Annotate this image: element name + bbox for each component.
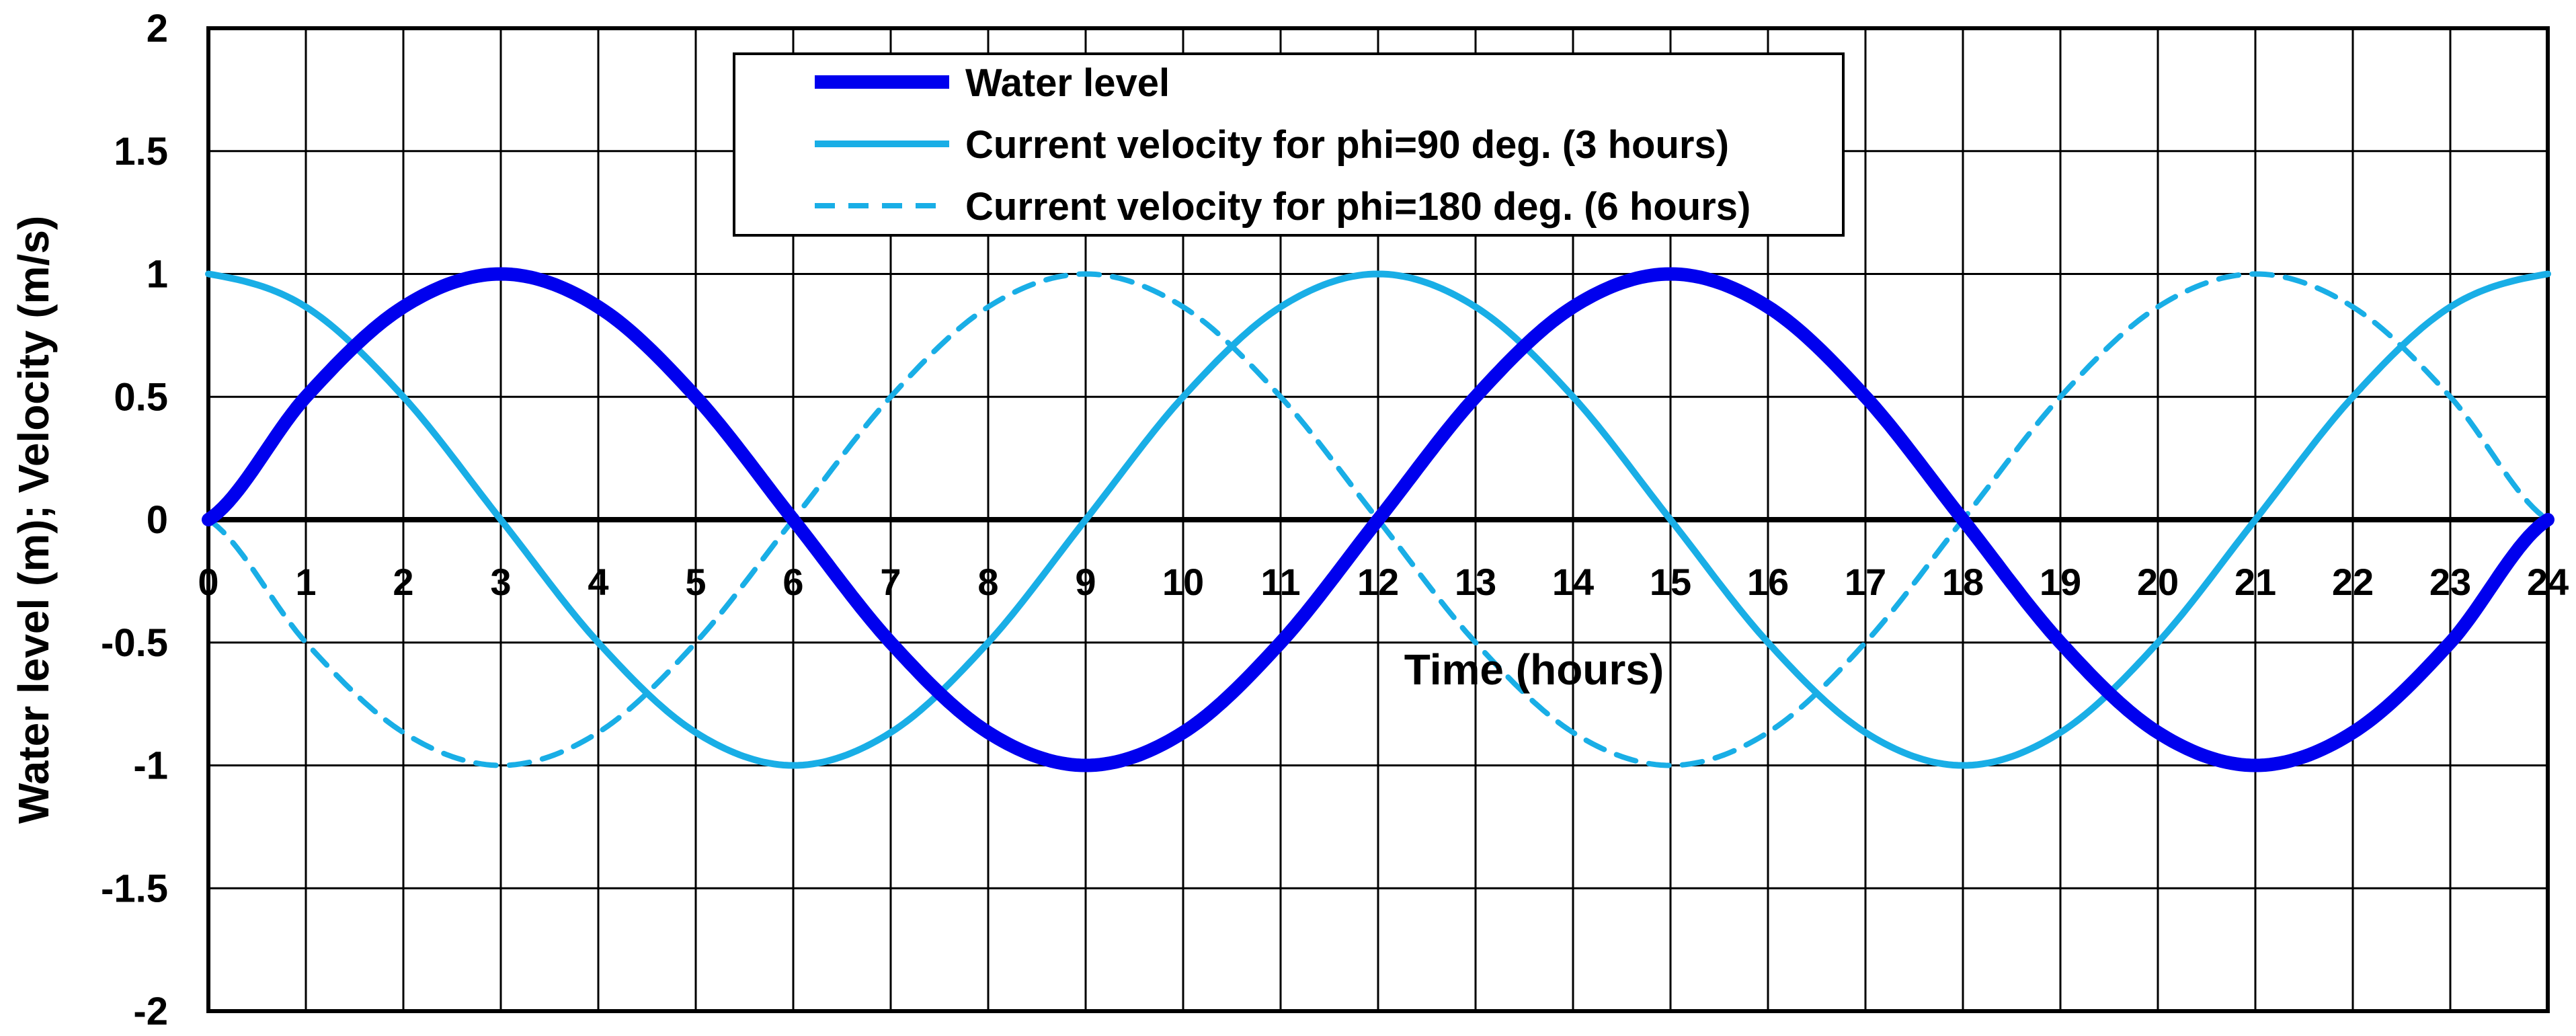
y-tick-label: -0.5 — [101, 621, 168, 665]
x-tick-label: 3 — [490, 561, 511, 603]
y-tick-label: -2 — [133, 990, 168, 1033]
x-tick-label: 14 — [1552, 561, 1594, 603]
x-tick-label: 10 — [1162, 561, 1204, 603]
series — [202, 267, 2554, 772]
x-tick-label: 17 — [1845, 561, 1886, 603]
x-tick-label: 18 — [1942, 561, 1984, 603]
x-tick-label: 7 — [880, 561, 901, 603]
x-tick-label: 20 — [2137, 561, 2179, 603]
legend-label-velocity-180: Current velocity for phi=180 deg. (6 hou… — [965, 185, 1750, 229]
series-line-0 — [202, 267, 2554, 772]
x-tick-label: 11 — [1260, 561, 1300, 603]
x-tick-label: 24 — [2527, 561, 2569, 603]
x-tick-label: 9 — [1075, 561, 1096, 603]
x-tick-label: 22 — [2332, 561, 2374, 603]
x-tick-label: 0 — [198, 561, 218, 603]
y-tick-label: 2 — [147, 7, 168, 50]
x-tick-label: 19 — [2040, 561, 2081, 603]
x-tick-label: 6 — [782, 561, 803, 603]
y-tick-label: 0 — [147, 498, 168, 542]
y-axis-title: Water level (m); Velocity (m/s) — [9, 216, 58, 824]
y-tick-label: -1.5 — [101, 867, 168, 910]
x-tick-label: 15 — [1650, 561, 1691, 603]
x-tick-label: 21 — [2235, 561, 2276, 603]
y-tick-label: 0.5 — [114, 375, 168, 419]
y-tick-label: 1 — [147, 253, 168, 296]
legend-label-velocity-90: Current velocity for phi=90 deg. (3 hour… — [965, 123, 1729, 167]
x-tick-label: 2 — [393, 561, 413, 603]
y-tick-label: -1 — [133, 744, 168, 788]
x-tick-label: 13 — [1455, 561, 1496, 603]
x-tick-label: 12 — [1357, 561, 1399, 603]
x-tick-label: 1 — [295, 561, 316, 603]
x-tick-label: 23 — [2429, 561, 2471, 603]
legend: Water level Current velocity for phi=90 … — [733, 52, 1845, 237]
tick-labels: 21.510.50-0.5-1-1.5-20 1 2 3 4 5 6 7 8 9 10 11 12 13 1… — [101, 7, 2569, 1033]
series-line-1 — [205, 270, 2551, 769]
x-axis-title: Time (hours) — [1404, 645, 1664, 694]
x-tick-label: 5 — [685, 561, 706, 603]
y-tick-label: 1.5 — [114, 130, 168, 173]
x-tick-label: 8 — [977, 561, 998, 603]
x-tick-label: 4 — [588, 561, 608, 603]
x-tick-label: 16 — [1747, 561, 1789, 603]
legend-label-water-level: Water level — [965, 61, 1170, 105]
